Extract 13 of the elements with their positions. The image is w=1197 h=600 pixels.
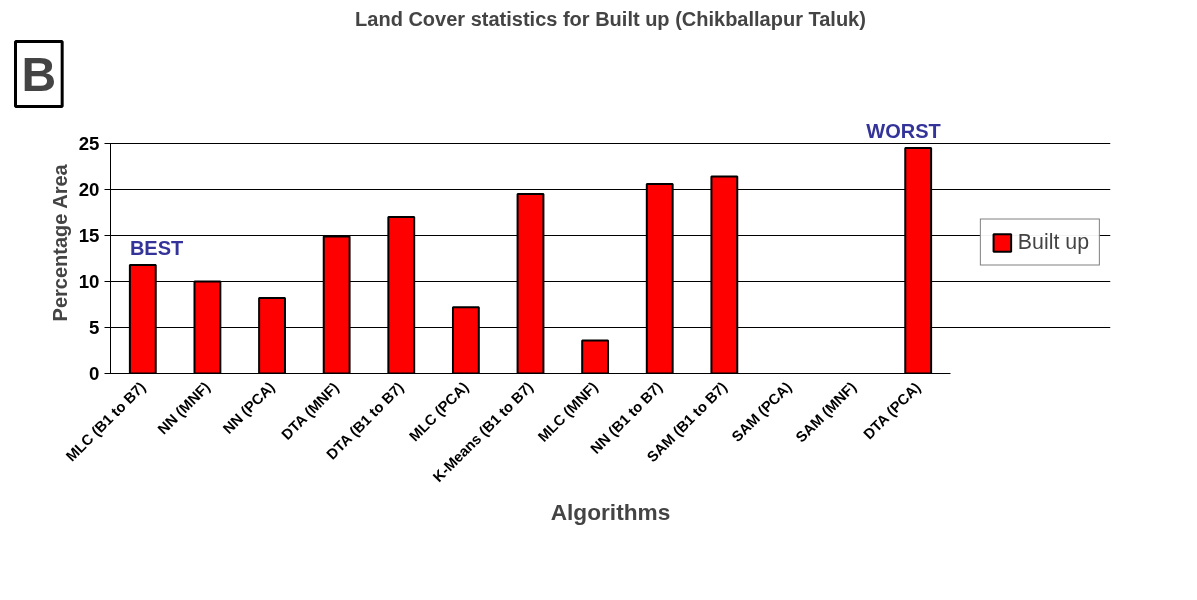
y-tick-label: 15 <box>78 225 100 246</box>
annotation: BEST <box>129 236 184 259</box>
y-tick-label: 0 <box>89 363 100 384</box>
y-tick-label: 20 <box>78 179 100 200</box>
legend-label: Built up <box>1017 229 1089 255</box>
y-axis-title: Percentage Area <box>48 163 71 322</box>
x-axis-title: Algorithms <box>550 498 671 525</box>
chart-title: Land Cover statistics for Built up (Chikballapur Taluk) <box>355 7 866 30</box>
y-tick-label: 5 <box>89 317 100 338</box>
annotation: WORST <box>866 120 941 143</box>
text: B <box>21 47 57 101</box>
y-tick-label: 25 <box>78 133 100 154</box>
y-tick-label: 10 <box>78 271 100 292</box>
